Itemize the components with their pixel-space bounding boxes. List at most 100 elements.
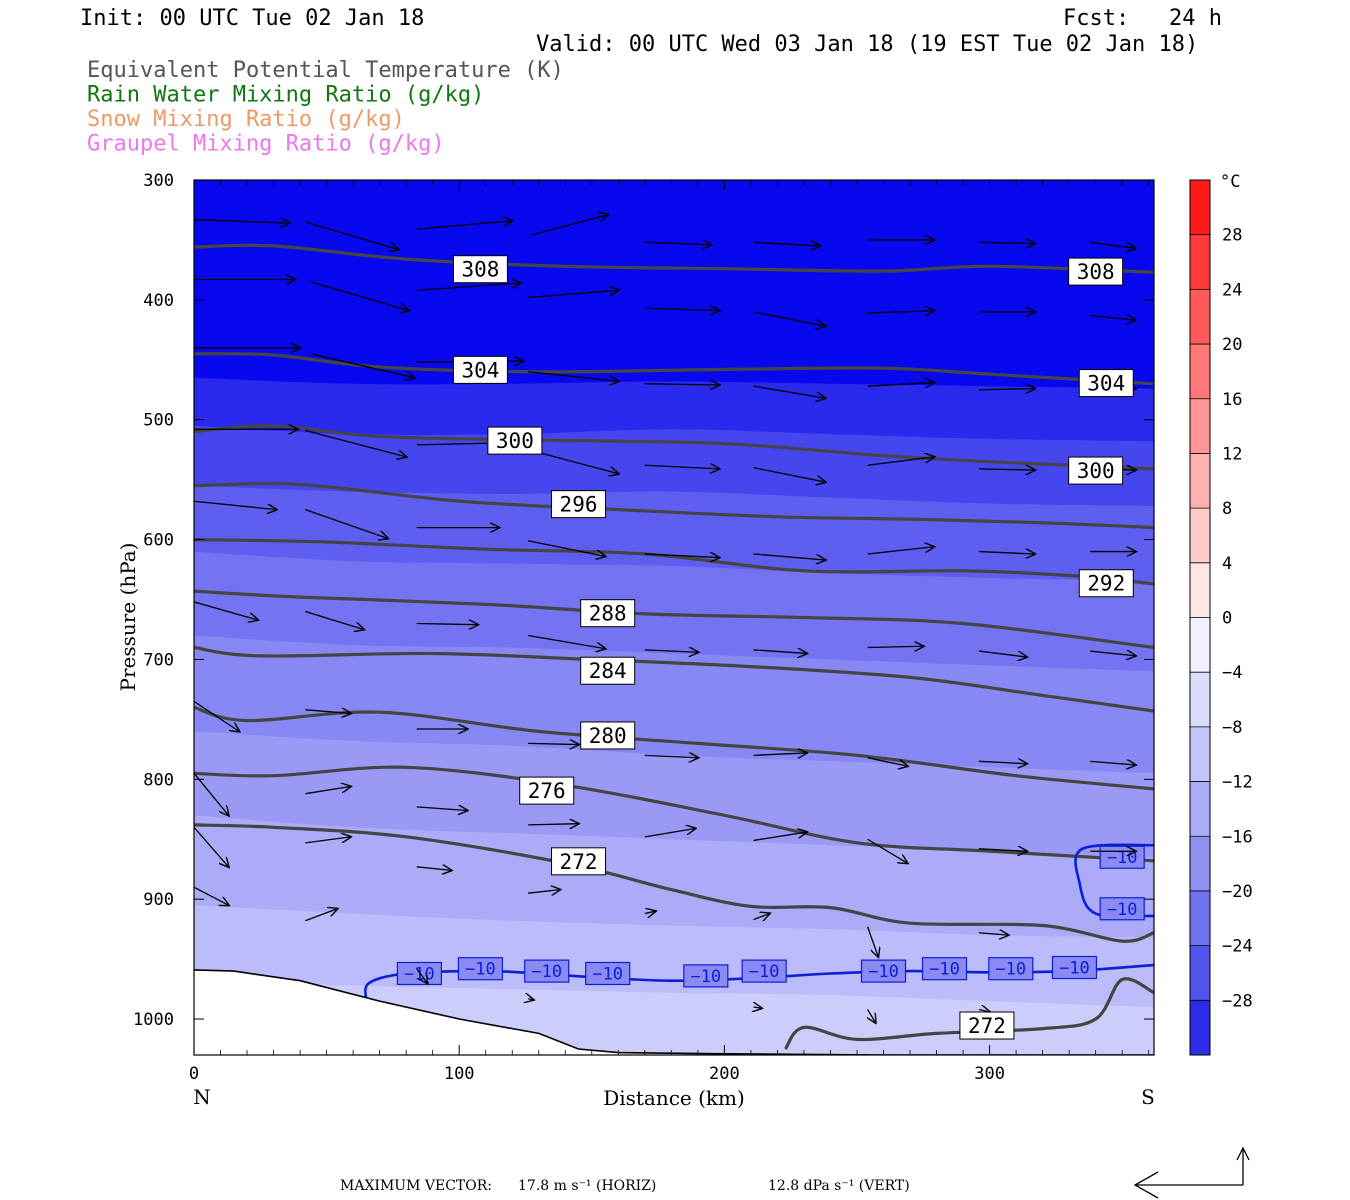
forecast-hour: Fcst: 24 h: [1063, 6, 1222, 31]
isotherm-label: −10: [860, 959, 907, 983]
max-vector-label: MAXIMUM VECTOR:: [340, 1178, 492, 1194]
y-tick-label: 400: [143, 291, 174, 311]
wind-vector: [644, 755, 698, 757]
colorbar-swatch: [1190, 344, 1210, 400]
wind-vector: [753, 467, 826, 482]
theta-e-label: 308: [1068, 257, 1124, 286]
theta-e-label: 292: [1078, 569, 1134, 598]
colorbar-swatch: [1190, 890, 1210, 947]
wind-vector: [530, 215, 608, 236]
wind-vector: [867, 838, 908, 863]
x-tick-label: 200: [709, 1064, 740, 1084]
svg-text:304: 304: [461, 358, 499, 382]
wind-vector: [528, 999, 533, 1000]
isotherm-label: −10: [1099, 845, 1145, 869]
reference-vector-icon: [1133, 1146, 1250, 1199]
wind-vector: [1090, 761, 1135, 765]
theta-e-contour-308: [194, 243, 1154, 274]
theta-e-contours: [194, 243, 1154, 1051]
svg-text:280: 280: [589, 724, 627, 748]
wind-vector: [528, 824, 578, 825]
colorbar-swatch: [1190, 562, 1210, 618]
wind-vector: [305, 909, 337, 922]
svg-text:−10: −10: [929, 960, 960, 980]
colorbar-swatch: [1190, 672, 1210, 728]
y-tick-label: 700: [143, 650, 174, 670]
wind-vector: [753, 832, 807, 842]
wind-vector: [644, 465, 719, 469]
colorbar-label: 20: [1222, 335, 1242, 355]
svg-text:−10: −10: [531, 962, 562, 982]
colorbar-swatch: [1190, 180, 1210, 236]
wind-vector: [644, 242, 711, 244]
max-vector-vert: 12.8 dPa s⁻¹ (VERT): [768, 1178, 910, 1194]
wind-vector: [866, 926, 879, 957]
wind-vector: [416, 221, 512, 230]
colorbar-unit: °C: [1220, 172, 1240, 192]
colorbar-label: −20: [1222, 882, 1253, 902]
wind-vector: [528, 743, 578, 744]
theta-e-label: 272: [551, 847, 607, 876]
wind-vector: [644, 308, 719, 310]
wind-vector: [416, 283, 520, 291]
wind-vector: [867, 457, 934, 466]
legend-item: Equivalent Potential Temperature (K): [87, 58, 564, 83]
wind-vector: [527, 449, 618, 474]
svg-text:−10: −10: [749, 962, 780, 982]
colorbar-swatch: [1190, 508, 1210, 564]
colorbar-swatch: [1190, 726, 1210, 783]
isotherm-label: −10: [683, 964, 729, 988]
wind-vector: [978, 552, 1035, 554]
wind-vector: [754, 1007, 762, 1008]
y-tick-label: 600: [143, 531, 174, 551]
wind-vector: [305, 710, 350, 714]
svg-text:−10: −10: [592, 964, 623, 984]
isotherm-label: −10: [921, 957, 968, 981]
theta-e-contour-284: [194, 645, 1154, 713]
colorbar-label: −8: [1222, 718, 1242, 738]
wind-vector: [1090, 241, 1135, 248]
wind-vector: [416, 867, 451, 871]
svg-text:296: 296: [560, 493, 598, 517]
theta-e-label: 276: [519, 776, 575, 805]
wind-vector: [528, 634, 605, 648]
wind-vector: [753, 650, 807, 654]
legend-item: Snow Mixing Ratio (g/kg): [87, 107, 405, 132]
colorbar-label: −16: [1222, 827, 1253, 847]
colorbar-swatch: [1190, 617, 1210, 673]
wind-vector: [753, 553, 826, 560]
x-axis-label: Distance (km): [603, 1086, 745, 1110]
colorbar-label: 24: [1222, 280, 1242, 300]
wind-vector: [305, 610, 363, 630]
colorbar-label: 12: [1222, 444, 1242, 464]
wind-vector: [868, 1009, 876, 1022]
svg-text:−10: −10: [404, 964, 435, 984]
y-tick-label: 300: [143, 171, 174, 191]
svg-text:−10: −10: [995, 960, 1026, 980]
svg-text:−10: −10: [1107, 900, 1138, 920]
isotherm-label: −10: [1099, 897, 1145, 921]
theta-e-label: 296: [551, 490, 607, 519]
colorbar-label: 8: [1222, 499, 1232, 519]
wind-vector: [644, 650, 698, 652]
isotherm-label: −10: [585, 961, 631, 986]
wind-vector: [528, 540, 605, 557]
svg-text:308: 308: [1077, 260, 1115, 284]
isotherm-minus10: −10 −10 −10 −10 −10 −10 −10 −10 −10 −10 −10 −10: [364, 843, 1154, 1002]
wind-vector: [305, 509, 387, 539]
colorbar-swatch: [1190, 453, 1210, 509]
svg-text:300: 300: [496, 429, 534, 453]
theta-e-contour-288: [194, 589, 1154, 650]
wind-vector: [305, 837, 350, 844]
wind-vector: [867, 383, 934, 387]
colorbar-label: 4: [1222, 554, 1232, 574]
isotherm-label: −10: [396, 961, 443, 986]
wind-vector: [644, 384, 719, 385]
wind-vector: [978, 849, 1027, 851]
y-tick-label: 900: [143, 890, 174, 910]
theta-e-contour-296: [194, 481, 1154, 530]
wind-vector: [644, 554, 719, 558]
theta-e-label: 280: [580, 721, 636, 750]
wind-vector: [305, 429, 406, 457]
